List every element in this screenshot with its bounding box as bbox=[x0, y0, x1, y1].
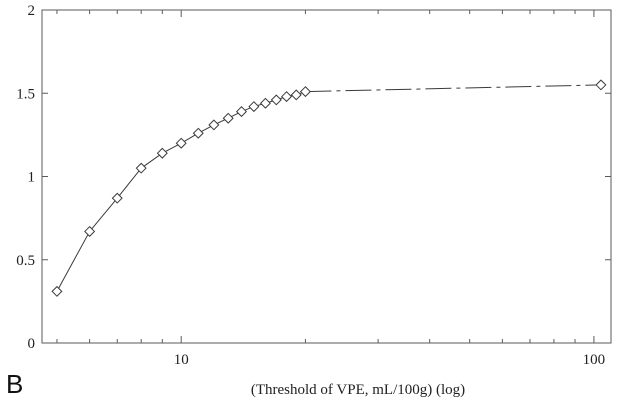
data-point-marker bbox=[208, 119, 220, 131]
data-point-marker bbox=[222, 112, 234, 124]
series-line-segment bbox=[89, 197, 118, 232]
data-point-marker bbox=[111, 192, 123, 204]
y-tick-label: 1 bbox=[28, 170, 36, 186]
data-point-marker bbox=[595, 79, 607, 91]
x-tick-label: 10 bbox=[174, 352, 189, 368]
data-point-marker bbox=[135, 162, 147, 174]
plot-frame bbox=[41, 9, 612, 344]
y-tick-label: 2 bbox=[28, 3, 36, 19]
panel-label: B bbox=[6, 369, 23, 399]
chart-axes bbox=[41, 9, 612, 344]
data-point-marker bbox=[299, 86, 311, 98]
data-point-marker bbox=[270, 94, 282, 106]
data-point-marker bbox=[84, 225, 96, 237]
series-line-segment bbox=[56, 231, 91, 292]
data-point-marker bbox=[290, 89, 302, 101]
data-point-marker bbox=[259, 97, 271, 109]
data-point-marker bbox=[281, 91, 293, 103]
y-tick-label: 0 bbox=[28, 336, 36, 352]
chart-series bbox=[51, 79, 607, 297]
y-tick-label: 1.5 bbox=[16, 86, 35, 102]
x-axis-title: (Threshold of VPE, mL/100g) (log) bbox=[251, 382, 465, 398]
data-point-marker bbox=[156, 147, 168, 159]
data-point-marker bbox=[51, 285, 63, 297]
y-tick-label: 0.5 bbox=[16, 253, 35, 269]
series-line-segment bbox=[116, 167, 142, 199]
x-tick-label: 100 bbox=[583, 352, 606, 368]
series-line-segment bbox=[140, 152, 163, 169]
data-point-marker bbox=[248, 101, 260, 113]
data-point-marker bbox=[192, 127, 204, 139]
data-point-marker bbox=[175, 137, 187, 149]
series-line-segment bbox=[305, 84, 601, 93]
data-point-marker bbox=[235, 106, 248, 118]
chart-ticks: 0 0.5 1 1.5 2 10 100 bbox=[16, 3, 611, 368]
